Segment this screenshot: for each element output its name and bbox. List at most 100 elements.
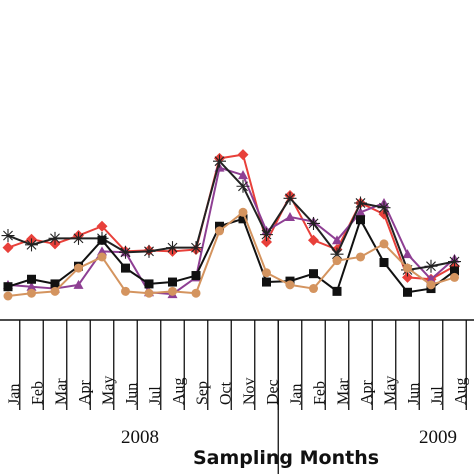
series-5-point <box>426 280 436 290</box>
series-3-point <box>213 154 226 168</box>
series-1-point <box>2 242 14 254</box>
x-tick-label: Apr <box>76 379 93 405</box>
x-tick-label: Jul <box>429 386 446 405</box>
x-tick-label: Jun <box>123 383 140 405</box>
series-4-point <box>262 277 271 287</box>
series-5-point <box>450 272 459 282</box>
tick-label-layer: Jan Feb Mar Apr May Jun Jul Aug Sep Oct Nov Dec Jan F… <box>6 376 470 405</box>
x-tick-label: Mar <box>53 378 70 405</box>
series-5-point <box>74 263 83 273</box>
x-tick-label: Mar <box>335 378 352 405</box>
series-4-point <box>121 263 130 273</box>
series-4-point <box>332 286 342 296</box>
series-3-point <box>1 229 15 243</box>
x-tick-label: Jul <box>147 386 164 405</box>
series-3-point <box>260 228 273 242</box>
series-3-point <box>48 231 62 245</box>
series-3-point <box>307 216 320 230</box>
series-5-point <box>285 280 295 290</box>
x-tick-label: Jan <box>6 384 23 405</box>
series-2-point <box>26 281 37 291</box>
series-4-point <box>379 258 389 268</box>
series-3-point <box>448 255 461 269</box>
series-1-point <box>308 234 319 246</box>
series-2-point <box>402 249 413 259</box>
x-tick-label: Dec <box>264 379 281 405</box>
series-5-point <box>238 207 248 217</box>
x-tick-label: Aug <box>170 377 187 405</box>
series-5 <box>3 207 459 301</box>
series-4-point <box>238 214 248 224</box>
series-1-point <box>261 236 272 248</box>
series-2-point <box>332 235 342 245</box>
series-3-point <box>25 238 38 252</box>
series-4-line <box>7 217 456 294</box>
series-5-point <box>50 286 60 296</box>
series-4-point <box>356 215 365 225</box>
series-5-point <box>27 288 36 298</box>
series-3-point <box>119 245 132 259</box>
x-tick-label: May <box>382 376 399 405</box>
series-3 <box>1 154 461 277</box>
series-2-point <box>97 246 107 256</box>
series-4-point <box>215 221 224 231</box>
series-5-point <box>379 239 389 249</box>
series-5-point <box>309 284 318 294</box>
series-3-point <box>72 231 85 245</box>
x-tick-label: Aug <box>452 377 469 405</box>
series-5-point <box>403 263 412 273</box>
series-3-point <box>354 196 367 210</box>
series-layer <box>1 149 461 301</box>
x-tick-label: Oct <box>217 381 234 405</box>
x-tick-label: Jan <box>288 384 305 405</box>
series-2-point <box>285 211 295 221</box>
series-3-point <box>142 244 156 258</box>
x-tick-label: Feb <box>311 381 328 405</box>
series-4-point <box>450 266 459 276</box>
series-5-point <box>3 291 13 301</box>
series-3-point <box>166 241 179 255</box>
series-2-point <box>73 279 84 289</box>
series-3-point <box>283 191 297 205</box>
year-label: 2008 <box>121 427 159 448</box>
series-2-point <box>238 170 248 180</box>
series-5-point <box>97 252 107 262</box>
series-3-point <box>189 241 203 255</box>
series-4-point <box>50 279 60 289</box>
series-1-point <box>402 271 413 283</box>
series-3-line <box>7 160 455 271</box>
x-tick-label: May <box>100 376 117 405</box>
series-4-point <box>309 269 318 279</box>
x-tick-label: Nov <box>241 377 258 405</box>
series-1-point <box>237 149 249 161</box>
series-4-point <box>97 235 107 245</box>
x-axis-title: Sampling Months <box>193 447 379 469</box>
series-3-point <box>377 201 391 215</box>
series-5-point <box>356 252 365 262</box>
series-5-point <box>144 288 154 298</box>
x-tick-label: Feb <box>29 381 46 405</box>
x-tick-label: Jun <box>405 383 422 405</box>
series-5-point <box>121 286 130 296</box>
year-label: 2009 <box>419 427 457 448</box>
series-4-point <box>3 282 13 292</box>
x-tick-label: Apr <box>358 379 375 405</box>
series-2-point <box>355 207 366 217</box>
series-5-point <box>191 288 201 298</box>
x-tick-label: Sep <box>194 381 211 405</box>
series-3-point <box>424 259 438 273</box>
year-label-layer: 2008 2009 <box>121 427 457 448</box>
series-5-point <box>262 268 271 278</box>
series-2-point <box>426 274 436 284</box>
series-5-point <box>332 256 342 266</box>
series-1-point <box>96 220 108 232</box>
series-3-point <box>236 179 250 193</box>
series-2-line <box>7 166 456 296</box>
series-4-point <box>168 277 177 287</box>
series-4-point <box>27 274 36 284</box>
series-5-point <box>168 286 177 296</box>
series-4-point <box>144 279 154 289</box>
series-4-point <box>403 287 412 297</box>
series-3-point <box>330 247 344 261</box>
